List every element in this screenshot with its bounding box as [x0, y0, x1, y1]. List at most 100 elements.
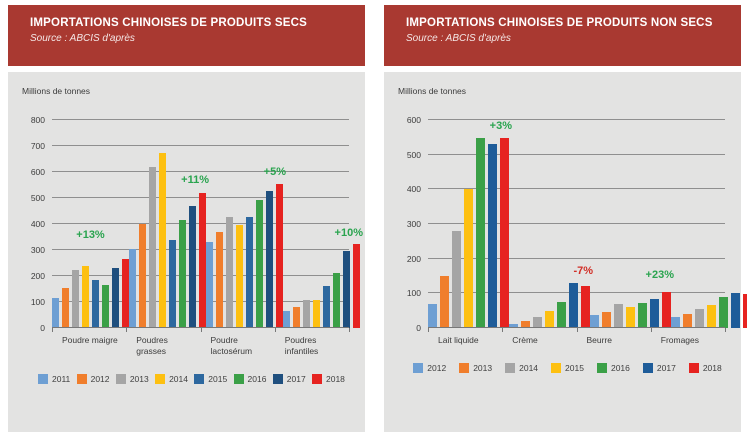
legend: 2011 2012 2013 2014 2015 2016 2017 2018: [38, 374, 345, 385]
gridline: [52, 145, 349, 146]
legend-item-2011: 2011: [38, 374, 70, 385]
bar-2013: [440, 276, 449, 328]
y-tick-label: 700: [30, 141, 45, 151]
legend-item-2013: 2013: [459, 363, 493, 374]
growth-annotation: +10%: [334, 227, 363, 239]
legend-item-2018: 2018: [312, 374, 345, 385]
bar-2016: [557, 302, 566, 328]
x-axis-tick: [576, 328, 578, 332]
x-axis-tick: [650, 328, 652, 332]
legend-item-2016: 2016: [596, 363, 630, 374]
bar-2015: [92, 280, 99, 328]
bar-groups: +3% -7% +23%=: [428, 120, 747, 328]
bar-2018: [581, 286, 590, 328]
y-tick-label: 400: [406, 184, 421, 194]
gridline: [52, 171, 349, 172]
x-category-label: Beurre: [586, 335, 613, 345]
bar-2014: [533, 317, 542, 328]
bar-group: +5%: [206, 120, 286, 328]
legend-year-label: 2012: [427, 363, 447, 374]
bar-2017: [189, 206, 196, 328]
bar-2012: [671, 317, 680, 328]
bar-2015: [545, 311, 554, 328]
bar-2011: [206, 242, 213, 328]
chart-panel-produits-secs: IMPORTATIONS CHINOISES DE PRODUITS SECS …: [8, 5, 365, 441]
bar-group: =: [671, 120, 747, 328]
bar-2017: [650, 299, 659, 328]
bar-group: +3%: [428, 120, 512, 328]
bar-2013: [602, 312, 611, 328]
bar-2016: [102, 285, 109, 328]
legend-year-label: 2013: [129, 374, 149, 385]
legend-item-2014: 2014: [155, 374, 188, 385]
legend-item-2012: 2012: [413, 363, 447, 374]
bar-2017: [112, 268, 119, 328]
bar-2017: [343, 251, 350, 328]
bar-2013: [72, 270, 79, 328]
x-axis-labels: Poudre maigre Poudres grasses Poudre lactosé…: [52, 335, 349, 357]
legend-item-2015: 2015: [194, 374, 227, 385]
legend-swatch: [642, 363, 653, 374]
chart-title: IMPORTATIONS CHINOISES DE PRODUITS NON S…: [406, 17, 713, 29]
chart-source: Source : ABCIS d'après: [406, 32, 511, 44]
bar-2014: [313, 300, 320, 328]
bar-2014: [614, 304, 623, 328]
bar-group: +11%: [129, 120, 209, 328]
x-axis-tick: [725, 328, 726, 332]
bar-2018: [500, 138, 509, 328]
bar-2018: [662, 292, 671, 328]
gridline: [52, 119, 349, 120]
bar-2016: [719, 297, 728, 328]
legend-swatch: [596, 363, 607, 374]
x-axis-labels: Lait liquide Crème Beurre Fromages: [428, 335, 725, 346]
bar-2017: [731, 293, 740, 328]
bar-2016: [638, 303, 647, 328]
bar-groups: +13% +11% +5% +10%: [52, 120, 363, 328]
y-tick-label: 0: [416, 323, 421, 333]
legend-swatch: [459, 363, 470, 374]
growth-annotation: +5%: [263, 166, 286, 178]
bar-2012: [139, 224, 146, 328]
growth-annotation: +23%: [645, 269, 674, 281]
legend-year-label: 2012: [90, 374, 110, 385]
bar-2013: [683, 314, 692, 328]
x-category-label: Crème: [512, 335, 538, 345]
bar-2015: [626, 307, 635, 328]
x-category-label: Lait liquide: [438, 335, 479, 345]
y-tick-label: 400: [30, 219, 45, 229]
bar-chart-non-secs: 0 100 200 300 400 500 600 +3% -7% +23%=: [407, 115, 747, 333]
bar-2012: [62, 288, 69, 328]
chart-title: IMPORTATIONS CHINOISES DE PRODUITS SECS: [30, 17, 308, 29]
y-tick-label: 100: [30, 297, 45, 307]
y-tick-label: 600: [30, 167, 45, 177]
legend-swatch: [413, 363, 424, 374]
legend-item-2012: 2012: [76, 374, 110, 385]
legend-item-2018: 2018: [688, 363, 722, 374]
legend-year-label: 2013: [473, 363, 493, 374]
bar-2011: [129, 249, 136, 328]
bar-2018: [199, 193, 206, 328]
bar-2016: [179, 220, 186, 328]
y-axis-unit-label: Millions de tonnes: [398, 86, 467, 96]
growth-annotation: +11%: [181, 174, 209, 186]
bar-2014: [695, 309, 704, 328]
legend-year-label: 2016: [610, 363, 630, 374]
x-category-label: Poudre maigre: [62, 335, 118, 345]
legend-swatch: [505, 363, 516, 374]
legend-year-label: 2018: [326, 374, 345, 385]
bar-group: +10%: [283, 120, 363, 328]
legend-item-2014: 2014: [505, 363, 538, 374]
legend-year-label: 2017: [656, 363, 676, 374]
legend-swatch: [233, 374, 244, 385]
bar-2015: [246, 217, 253, 328]
x-axis-tick: [428, 328, 429, 332]
gridline: [428, 258, 725, 259]
legend-year-label: 2016: [247, 374, 267, 385]
gridline: [428, 119, 725, 120]
bar-2012: [293, 307, 300, 328]
legend-swatch: [76, 374, 87, 385]
bar-2013: [303, 300, 310, 328]
bar-2015: [169, 240, 176, 328]
bar-2013: [149, 167, 156, 328]
